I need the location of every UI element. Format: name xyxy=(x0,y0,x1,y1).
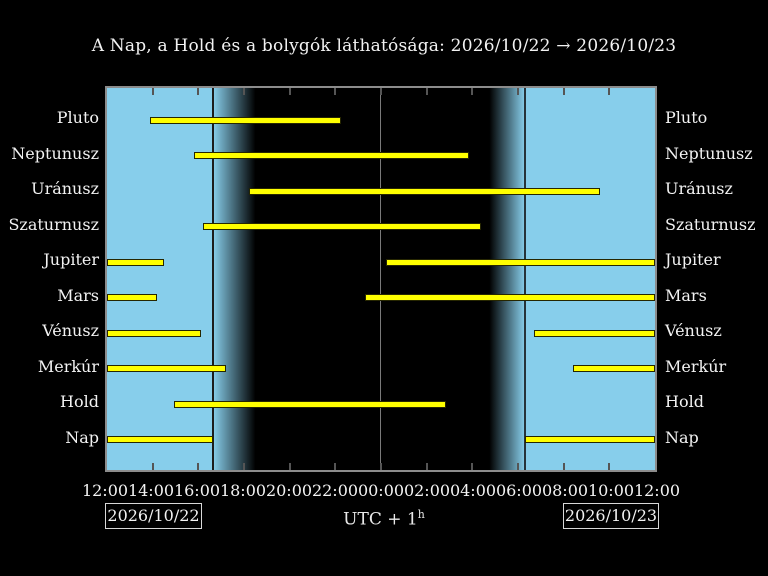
x-tick-label-10: 08:00 xyxy=(541,481,589,500)
plot-area xyxy=(105,86,657,472)
visibility-bar-mars-1 xyxy=(365,294,655,301)
axis-tick-top xyxy=(517,88,519,95)
row-label-left-venusz: Vénusz xyxy=(42,321,99,340)
date-box-start: 2026/10/22 xyxy=(105,503,202,529)
row-label-right-neptunusz: Neptunusz xyxy=(665,143,753,163)
row-label-left-nap: Nap xyxy=(65,427,99,447)
x-tick-label-4: 20:00 xyxy=(265,481,313,500)
axis-tick-top xyxy=(288,88,291,95)
row-label-right-szaturnusz: Szaturnusz xyxy=(665,214,756,234)
visibility-bar-venusz-0 xyxy=(107,329,201,337)
row-label-left-merkur: Merkúr xyxy=(37,356,99,376)
x-tick-label-8: 04:00 xyxy=(449,481,497,500)
x-tick-label-2: 16:00 xyxy=(173,481,221,500)
row-label-left-hold: Hold xyxy=(60,392,99,411)
x-tick-label-12: 12:00 xyxy=(633,481,681,500)
sunset-line xyxy=(212,88,215,470)
x-tick-label-1: 14:00 xyxy=(127,481,175,500)
axis-tick-top xyxy=(197,88,200,95)
midnight-line xyxy=(380,88,381,470)
visibility-bar-szaturnusz-0 xyxy=(202,223,482,230)
axis-tick-bottom xyxy=(380,463,382,470)
axis-tick-top xyxy=(425,88,428,95)
visibility-bar-jupiter-0 xyxy=(107,258,165,266)
row-label-left-mars: Mars xyxy=(57,285,99,305)
row-label-left-neptunusz: Neptunusz xyxy=(11,143,99,163)
x-tick-label-9: 06:00 xyxy=(495,481,543,500)
axis-tick-bottom xyxy=(425,463,428,470)
row-label-right-merkur: Merkúr xyxy=(665,356,727,376)
axis-tick-bottom xyxy=(243,463,245,470)
visibility-bar-jupiter-1 xyxy=(385,258,655,266)
axis-tick-bottom xyxy=(197,463,200,470)
axis-tick-bottom xyxy=(288,463,291,470)
visibility-bar-merkur-0 xyxy=(107,365,226,372)
x-tick-label-11: 10:00 xyxy=(587,481,635,500)
axis-tick-bottom xyxy=(562,463,565,470)
date-box-end: 2026/10/23 xyxy=(563,503,659,529)
row-label-left-jupiter: Jupiter xyxy=(43,250,99,269)
chart-title: A Nap, a Hold és a bolygók láthatósága: … xyxy=(91,36,677,56)
axis-tick-top xyxy=(562,88,565,95)
axis-tick-top xyxy=(608,88,611,95)
x-tick-label-6: 00:00 xyxy=(357,481,405,500)
row-label-right-hold: Hold xyxy=(665,392,704,411)
visibility-bar-mars-0 xyxy=(107,294,158,301)
row-label-right-venusz: Vénusz xyxy=(665,321,722,340)
visibility-bar-nap-0 xyxy=(107,436,214,443)
timezone-label: UTC + 1h xyxy=(299,508,469,530)
axis-tick-top xyxy=(334,88,337,95)
axis-tick-top xyxy=(471,88,474,95)
axis-tick-bottom xyxy=(608,463,611,470)
axis-tick-top xyxy=(151,88,154,95)
axis-tick-bottom xyxy=(471,463,474,470)
visibility-bar-merkur-1 xyxy=(572,365,655,372)
visibility-bar-hold-0 xyxy=(174,400,447,408)
x-tick-label-7: 02:00 xyxy=(403,481,451,500)
axis-tick-top xyxy=(380,88,382,95)
row-label-right-pluto: Pluto xyxy=(665,108,708,127)
axis-tick-bottom xyxy=(517,463,519,470)
row-label-left-pluto: Pluto xyxy=(56,108,99,127)
row-label-right-mars: Mars xyxy=(665,285,707,305)
timezone-label-superscript: h xyxy=(417,508,425,521)
x-tick-label-5: 22:00 xyxy=(311,481,359,500)
visibility-bar-pluto-0 xyxy=(150,116,342,124)
timezone-label-text: UTC + 1 xyxy=(343,509,418,530)
visibility-bar-nap-1 xyxy=(524,436,655,443)
row-label-right-jupiter: Jupiter xyxy=(665,250,721,269)
row-label-left-uranusz: Uránusz xyxy=(31,179,99,198)
row-label-right-nap: Nap xyxy=(665,427,699,447)
row-label-right-uranusz: Uránusz xyxy=(665,179,733,198)
visibility-bar-uranusz-0 xyxy=(248,187,601,195)
row-label-left-szaturnusz: Szaturnusz xyxy=(8,214,99,234)
axis-tick-bottom xyxy=(334,463,337,470)
visibility-bar-venusz-1 xyxy=(533,329,655,337)
x-tick-label-0: 12:00 xyxy=(81,481,129,500)
axis-tick-bottom xyxy=(151,463,154,470)
visibility-bar-neptunusz-0 xyxy=(193,152,469,159)
x-tick-label-3: 18:00 xyxy=(219,481,267,500)
axis-tick-top xyxy=(243,88,245,95)
sunrise-line xyxy=(523,88,526,470)
